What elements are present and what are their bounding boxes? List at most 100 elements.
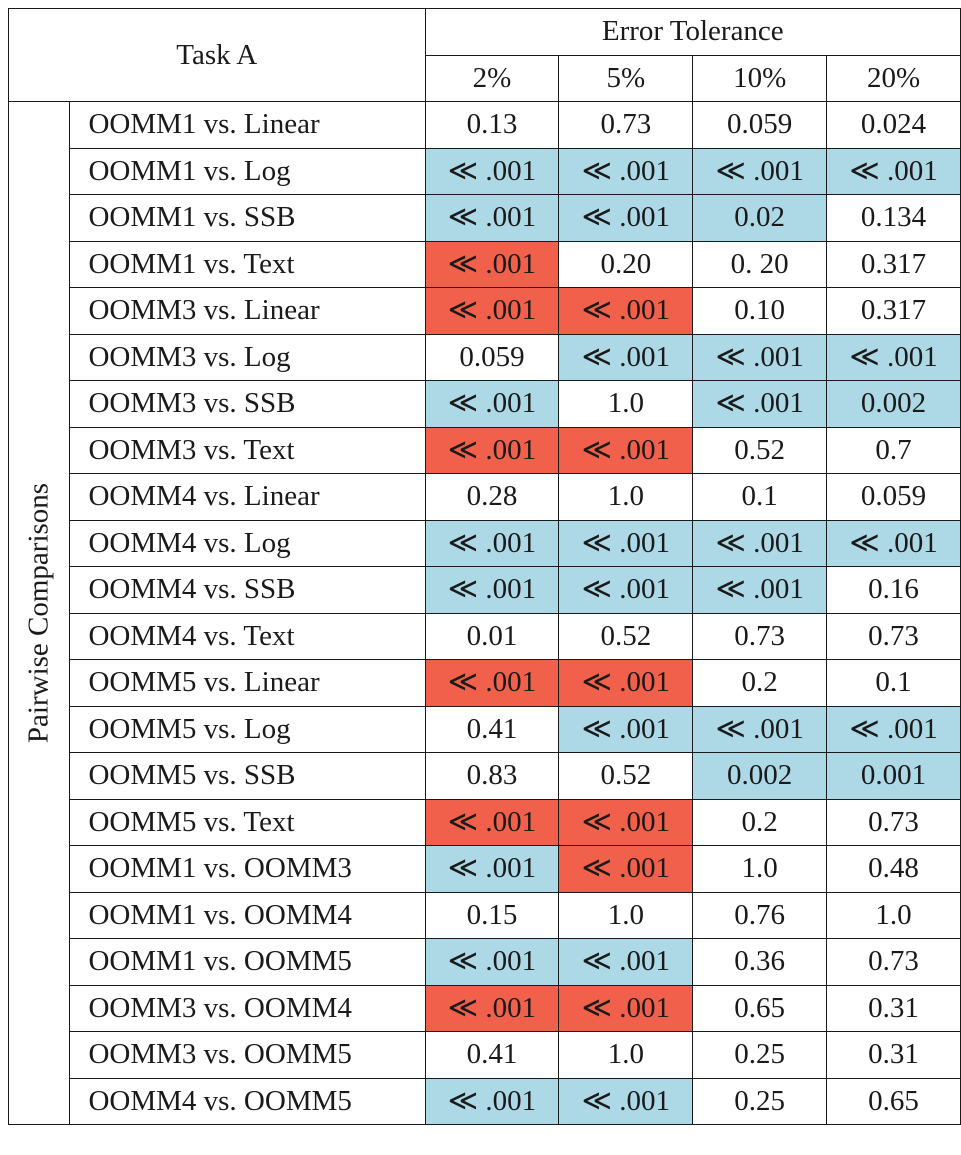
table-row: OOMM5 vs. Log 0.41 ≪ .001 ≪ .001 ≪ .001 bbox=[9, 705, 961, 753]
p-value-cell: ≪ .001 bbox=[558, 1077, 694, 1125]
comparison-label: OOMM1 vs. OOMM5 bbox=[69, 938, 426, 986]
p-value-cell: 0.2 bbox=[692, 798, 828, 846]
p-value-cell: ≪ .001 bbox=[558, 519, 694, 567]
p-value-cell: 0.36 bbox=[692, 938, 828, 986]
table-row: OOMM5 vs. Linear ≪ .001 ≪ .001 0.2 0.1 bbox=[9, 659, 961, 707]
p-value-cell: ≪ .001 bbox=[424, 984, 560, 1032]
p-value-cell: ≪ .001 bbox=[826, 333, 961, 381]
comparison-label: OOMM1 vs. Linear bbox=[69, 101, 426, 149]
p-value-cell: 0.52 bbox=[692, 426, 828, 474]
side-label: Pairwise Comparisons bbox=[22, 482, 55, 744]
table-row: OOMM3 vs. SSB ≪ .001 1.0 ≪ .001 0.002 bbox=[9, 380, 961, 428]
tolerance-level-header: 2% bbox=[424, 54, 560, 102]
p-value-cell: ≪ .001 bbox=[558, 938, 694, 986]
p-value-cell: 0.76 bbox=[692, 891, 828, 939]
p-value-cell: 0.002 bbox=[826, 380, 961, 428]
p-value-cell: 0.059 bbox=[424, 333, 560, 381]
p-value-cell: 0.65 bbox=[692, 984, 828, 1032]
p-value-cell: 0.73 bbox=[692, 612, 828, 660]
table-header: Task A Error Tolerance 2% 5% 10% 20% bbox=[8, 8, 961, 102]
table-row: OOMM4 vs. Log ≪ .001 ≪ .001 ≪ .001 ≪ .001 bbox=[9, 519, 961, 567]
p-value-cell: 0.01 bbox=[424, 612, 560, 660]
table-body: Pairwise Comparisons OOMM1 vs. Linear 0.13… bbox=[7, 101, 961, 1125]
p-value-cell: 0.1 bbox=[692, 473, 828, 521]
comparison-label: OOMM4 vs. OOMM5 bbox=[69, 1077, 426, 1125]
p-value-cell: ≪ .001 bbox=[424, 287, 560, 335]
comparison-label: OOMM1 vs. OOMM4 bbox=[69, 891, 426, 939]
p-value-cell: 0.001 bbox=[826, 752, 961, 800]
comparison-label: OOMM5 vs. Text bbox=[69, 798, 426, 846]
p-value-cell: 0.28 bbox=[424, 473, 560, 521]
p-value-cell: 0.41 bbox=[424, 1031, 560, 1079]
p-value-cell: 1.0 bbox=[826, 891, 961, 939]
p-value-cell: ≪ .001 bbox=[692, 380, 828, 428]
comparison-label: OOMM5 vs. Linear bbox=[69, 659, 426, 707]
p-value-cell: ≪ .001 bbox=[424, 1077, 560, 1125]
header-row-1: Task A Error Tolerance bbox=[8, 8, 961, 102]
p-value-cell: 0.41 bbox=[424, 705, 560, 753]
p-value-cell: 1.0 bbox=[558, 380, 694, 428]
p-value-cell: 0.83 bbox=[424, 752, 560, 800]
p-value-cell: ≪ .001 bbox=[424, 845, 560, 893]
p-value-cell: ≪ .001 bbox=[558, 659, 694, 707]
p-value-cell: ≪ .001 bbox=[558, 147, 694, 195]
side-label-cell: Pairwise Comparisons bbox=[7, 101, 71, 1125]
p-value-cell: 0.65 bbox=[826, 1077, 961, 1125]
comparison-label: OOMM3 vs. Text bbox=[69, 426, 426, 474]
comparison-label: OOMM4 vs. Text bbox=[69, 612, 426, 660]
p-value-cell: 1.0 bbox=[558, 473, 694, 521]
p-value-cell: 1.0 bbox=[692, 845, 828, 893]
p-value-cell: ≪ .001 bbox=[558, 705, 694, 753]
p-value-cell: ≪ .001 bbox=[826, 147, 961, 195]
p-value-cell: 0.2 bbox=[692, 659, 828, 707]
comparison-label: OOMM4 vs. Linear bbox=[69, 473, 426, 521]
p-value-cell: ≪ .001 bbox=[692, 566, 828, 614]
table-row: OOMM4 vs. OOMM5 ≪ .001 ≪ .001 0.25 0.65 bbox=[9, 1077, 961, 1125]
p-value-cell: ≪ .001 bbox=[424, 519, 560, 567]
tolerance-level-header: 10% bbox=[692, 54, 828, 102]
table-row: OOMM1 vs. Log ≪ .001 ≪ .001 ≪ .001 ≪ .001 bbox=[9, 147, 961, 195]
table-row: OOMM5 vs. SSB 0.83 0.52 0.002 0.001 bbox=[9, 752, 961, 800]
p-value-cell: ≪ .001 bbox=[558, 566, 694, 614]
comparison-label: OOMM1 vs. Text bbox=[69, 240, 426, 288]
comparison-label: OOMM4 vs. Log bbox=[69, 519, 426, 567]
p-value-cell: 0.02 bbox=[692, 194, 828, 242]
p-value-cell: 0.317 bbox=[826, 240, 961, 288]
p-value-cell: 0. 20 bbox=[692, 240, 828, 288]
task-header: Task A bbox=[8, 8, 426, 102]
table-row: OOMM4 vs. SSB ≪ .001 ≪ .001 ≪ .001 0.16 bbox=[9, 566, 961, 614]
p-value-cell: 0.1 bbox=[826, 659, 961, 707]
table-row: OOMM1 vs. SSB ≪ .001 ≪ .001 0.02 0.134 bbox=[9, 194, 961, 242]
p-value-cell: ≪ .001 bbox=[424, 798, 560, 846]
p-value-cell: ≪ .001 bbox=[424, 240, 560, 288]
p-value-cell: ≪ .001 bbox=[424, 938, 560, 986]
table-row: OOMM4 vs. Text 0.01 0.52 0.73 0.73 bbox=[9, 612, 961, 660]
p-value-cell: ≪ .001 bbox=[692, 519, 828, 567]
p-value-cell: 0.13 bbox=[424, 101, 560, 149]
p-value-cell: 0.52 bbox=[558, 612, 694, 660]
table-row: OOMM1 vs. OOMM5 ≪ .001 ≪ .001 0.36 0.73 bbox=[9, 938, 961, 986]
p-value-cell: ≪ .001 bbox=[826, 705, 961, 753]
comparison-label: OOMM3 vs. OOMM5 bbox=[69, 1031, 426, 1079]
p-value-cell: ≪ .001 bbox=[692, 147, 828, 195]
p-value-cell: ≪ .001 bbox=[558, 426, 694, 474]
comparison-label: OOMM1 vs. OOMM3 bbox=[69, 845, 426, 893]
p-value-cell: ≪ .001 bbox=[826, 519, 961, 567]
p-value-cell: 0.73 bbox=[558, 101, 694, 149]
table-row: OOMM3 vs. OOMM5 0.41 1.0 0.25 0.31 bbox=[9, 1031, 961, 1079]
p-value-cell: 1.0 bbox=[558, 891, 694, 939]
p-value-cell: 0.31 bbox=[826, 984, 961, 1032]
p-value-cell: 0.002 bbox=[692, 752, 828, 800]
p-value-cell: 0.73 bbox=[826, 938, 961, 986]
comparison-label: OOMM3 vs. Log bbox=[69, 333, 426, 381]
p-value-cell: 0.73 bbox=[826, 612, 961, 660]
comparison-label: OOMM5 vs. Log bbox=[69, 705, 426, 753]
table-row: OOMM4 vs. Linear 0.28 1.0 0.1 0.059 bbox=[9, 473, 961, 521]
comparison-label: OOMM4 vs. SSB bbox=[69, 566, 426, 614]
p-value-cell: 0.7 bbox=[826, 426, 961, 474]
p-value-cell: ≪ .001 bbox=[424, 380, 560, 428]
p-value-cell: ≪ .001 bbox=[424, 194, 560, 242]
p-value-cell: 1.0 bbox=[558, 1031, 694, 1079]
p-value-cell: ≪ .001 bbox=[692, 333, 828, 381]
tolerance-level-header: 20% bbox=[826, 54, 961, 102]
